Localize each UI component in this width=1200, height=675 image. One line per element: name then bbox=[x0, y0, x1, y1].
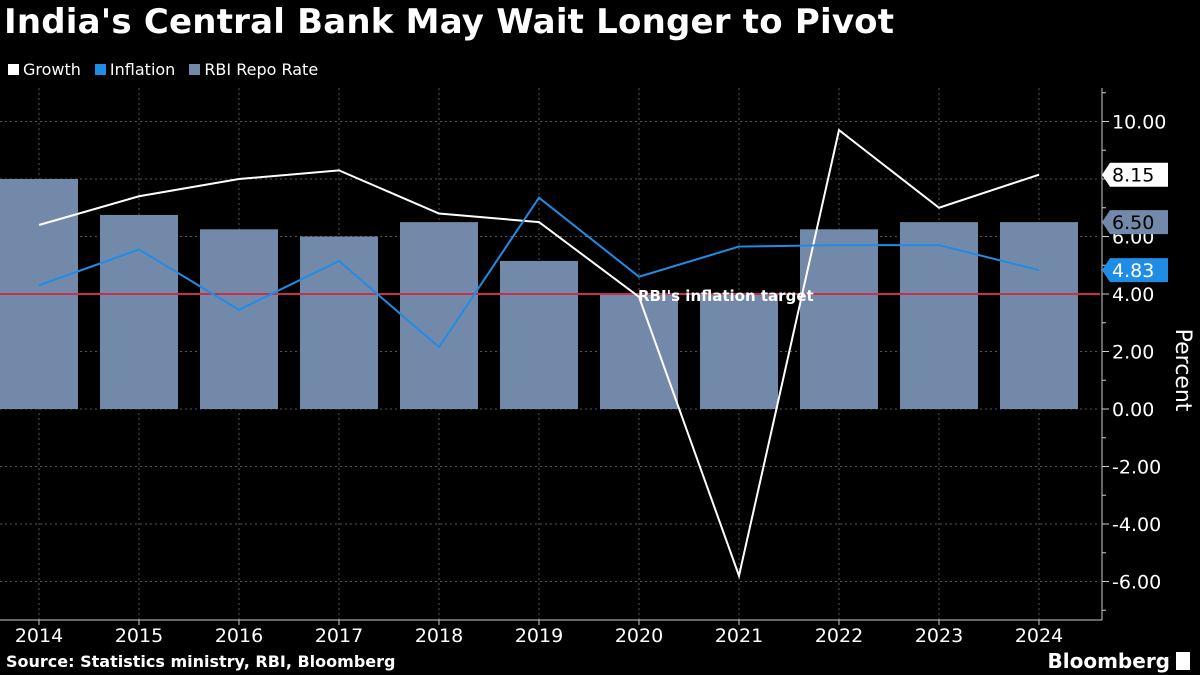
reference-line-label: RBI's inflation target bbox=[638, 287, 814, 305]
y-tick-label-0: -6.00 bbox=[1112, 572, 1161, 594]
end-label-text: 4.83 bbox=[1112, 260, 1154, 282]
x-tick-label-2023: 2023 bbox=[915, 625, 963, 647]
y-tick-label-1: -4.00 bbox=[1112, 514, 1161, 536]
brand-logo: Bloomberg bbox=[1048, 649, 1190, 673]
bar-repo-2021 bbox=[700, 294, 778, 409]
bar-repo-2024 bbox=[1000, 222, 1078, 409]
x-tick-label-2018: 2018 bbox=[415, 625, 463, 647]
brand-name: Bloomberg bbox=[1048, 649, 1170, 673]
end-label-rbi-repo-rate: 6.50 bbox=[1102, 210, 1168, 234]
y-tick-label-8: 10.00 bbox=[1112, 112, 1166, 134]
bar-repo-2015 bbox=[100, 215, 178, 409]
chart-plot: RBI's inflation target -6.00 -4.00 -2.00 0.… bbox=[0, 0, 1200, 675]
x-tick-label-2016: 2016 bbox=[215, 625, 263, 647]
brand-box-icon bbox=[1176, 652, 1190, 670]
y-tick-label-4: 2.00 bbox=[1112, 342, 1154, 364]
bar-repo-2016 bbox=[200, 229, 278, 409]
bar-repo-2017 bbox=[300, 237, 378, 410]
x-tick-label-2017: 2017 bbox=[315, 625, 363, 647]
x-tick-label-2022: 2022 bbox=[815, 625, 863, 647]
y-tick-label-2: -2.00 bbox=[1112, 457, 1161, 479]
x-tick-label-2015: 2015 bbox=[115, 625, 163, 647]
end-label-layer: 8.15 6.50 4.83 bbox=[1102, 163, 1168, 282]
y-tick-label-5: 4.00 bbox=[1112, 284, 1154, 306]
end-label-text: 8.15 bbox=[1112, 165, 1154, 187]
bar-repo-2018 bbox=[400, 222, 478, 409]
x-tick-label-2020: 2020 bbox=[615, 625, 663, 647]
end-label-growth: 8.15 bbox=[1102, 163, 1168, 187]
x-tick-label-2021: 2021 bbox=[715, 625, 763, 647]
end-label-text: 6.50 bbox=[1112, 212, 1154, 234]
y-axis-label: Percent bbox=[1170, 329, 1195, 412]
x-tick-label-2024: 2024 bbox=[1015, 625, 1063, 647]
bar-repo-2019 bbox=[500, 261, 578, 409]
bar-repo-2023 bbox=[900, 222, 978, 409]
y-tick-label-3: 0.00 bbox=[1112, 399, 1154, 421]
end-label-inflation: 4.83 bbox=[1102, 258, 1168, 282]
bar-repo-2020 bbox=[600, 294, 678, 409]
x-tick-label-2014: 2014 bbox=[15, 625, 63, 647]
source-note: Source: Statistics ministry, RBI, Bloomb… bbox=[6, 652, 395, 671]
x-tick-label-2019: 2019 bbox=[515, 625, 563, 647]
